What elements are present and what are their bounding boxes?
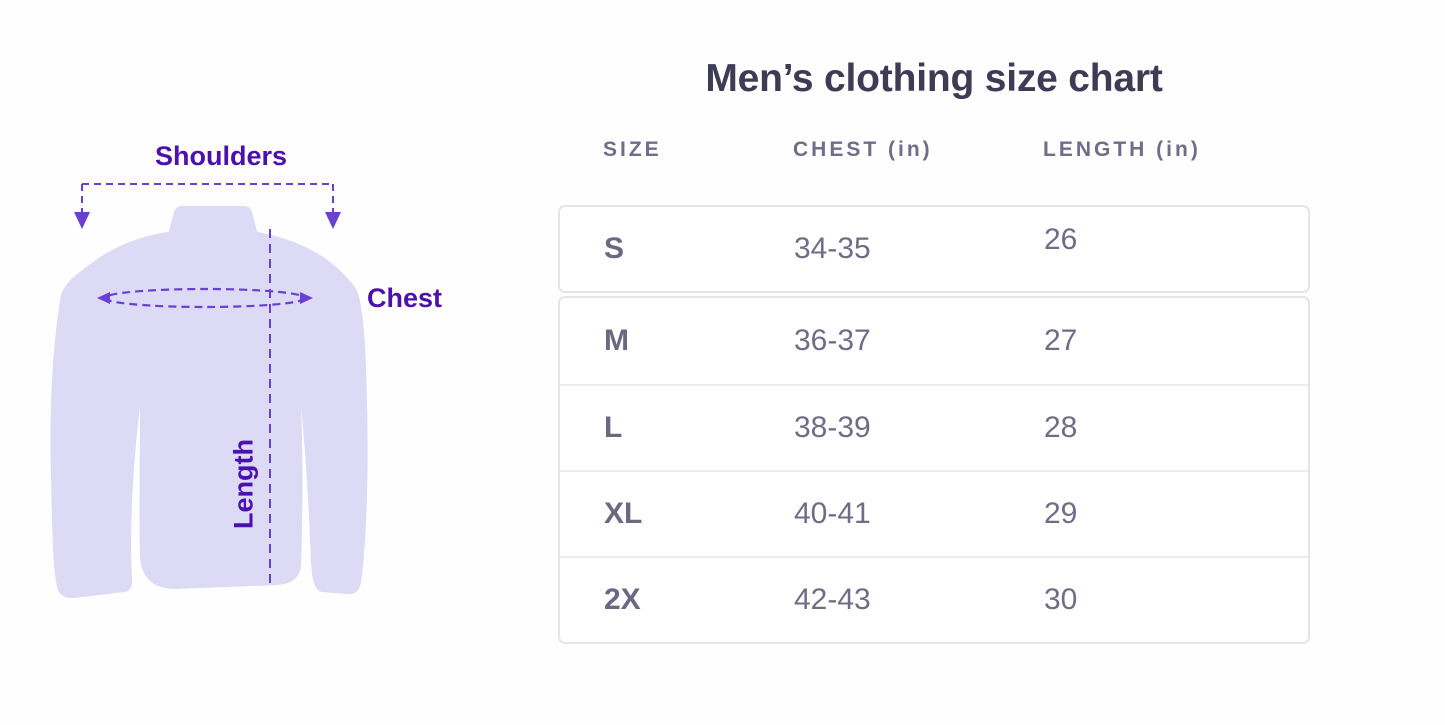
shoulders-arrowhead-right xyxy=(325,212,341,229)
chest-cell: 42-43 xyxy=(794,583,871,616)
shirt-collar xyxy=(168,206,258,239)
length-cell: 28 xyxy=(1044,411,1078,444)
size-cell: S xyxy=(604,232,625,265)
size-cell: L xyxy=(604,411,623,444)
chest-cell: 36-37 xyxy=(794,324,871,357)
length-cell: 26 xyxy=(1044,223,1078,256)
size-cell: M xyxy=(604,324,629,357)
chest-cell: 34-35 xyxy=(794,232,871,265)
chest-arrowhead-right xyxy=(300,292,313,304)
table-row: S 34-35 26 xyxy=(560,207,1308,291)
length-cell: 29 xyxy=(1044,497,1078,530)
shirt-silhouette xyxy=(50,232,368,599)
page-title: Men’s clothing size chart xyxy=(705,57,1163,100)
chest-label: Chest xyxy=(367,283,443,313)
table-row: M 36-37 27 xyxy=(560,298,1308,384)
shoulders-measure-arrow xyxy=(81,183,334,212)
chest-arrowhead-left xyxy=(97,292,110,304)
table-row: 2X 42-43 30 xyxy=(560,556,1308,642)
column-header-chest: CHEST (in) xyxy=(793,138,933,161)
column-header-length: LENGTH (in) xyxy=(1043,138,1201,161)
table-header-row: SIZE CHEST (in) LENGTH (in) xyxy=(557,138,1311,162)
chest-cell: 38-39 xyxy=(794,411,871,444)
table-card-bottom: M 36-37 27 L 38-39 28 XL 40-41 29 2X 42-… xyxy=(558,296,1310,644)
column-header-size: SIZE xyxy=(603,138,662,161)
length-label: Length xyxy=(228,439,259,529)
size-cell: XL xyxy=(604,497,643,530)
chest-cell: 40-41 xyxy=(794,497,871,530)
size-cell: 2X xyxy=(604,583,641,616)
shirt-illustration xyxy=(50,183,368,599)
shoulders-arrowhead-left xyxy=(74,212,90,229)
table-card-top: S 34-35 26 xyxy=(558,205,1310,293)
length-cell: 27 xyxy=(1044,324,1078,357)
table-row: XL 40-41 29 xyxy=(560,470,1308,556)
shoulders-label: Shoulders xyxy=(154,141,288,171)
table-row: L 38-39 28 xyxy=(560,384,1308,470)
length-cell: 30 xyxy=(1044,583,1078,616)
